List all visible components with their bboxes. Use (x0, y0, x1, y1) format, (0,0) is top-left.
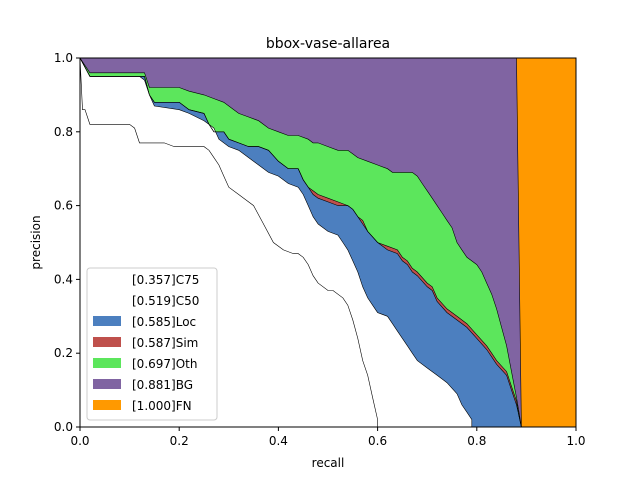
legend-label: [0.587]Sim (132, 336, 198, 350)
curve--0-357-c75 (79, 57, 378, 427)
x-tick-label: 0.6 (368, 434, 387, 448)
y-axis-ticks: 0.0 0.2 0.4 0.6 0.8 1.0 (54, 51, 80, 434)
legend-label: [0.357]C75 (132, 273, 199, 287)
x-tick-label: 0.2 (170, 434, 189, 448)
y-tick-label: 0.2 (54, 346, 73, 360)
legend-label: [0.519]C50 (132, 294, 199, 308)
curve--0-697-oth (79, 57, 522, 428)
y-tick-label: 0.8 (54, 125, 73, 139)
legend: [0.357]C75 [0.519]C50 [0.585]Loc [0.587]Sim… (86, 267, 218, 421)
x-axis-ticks: 0.0 0.2 0.4 0.6 0.8 1.0 (70, 427, 586, 448)
legend-label: [0.881]BG (132, 378, 193, 392)
x-tick-label: 0.8 (467, 434, 486, 448)
legend-label: [0.697]Oth (132, 357, 197, 371)
curve--0-585-loc (79, 57, 522, 428)
y-axis-label: precision (29, 215, 43, 269)
x-axis-label: recall (312, 456, 345, 470)
legend-label: [1.000]FN (132, 399, 192, 413)
chart-title: bbox-vase-allarea (266, 36, 390, 52)
legend-swatch (93, 337, 121, 347)
x-tick-label: 0.4 (269, 434, 288, 448)
legend-swatch (93, 379, 121, 389)
x-tick-label: 1.0 (566, 434, 585, 448)
y-tick-label: 0.6 (54, 199, 73, 213)
legend-label: [0.585]Loc (132, 315, 196, 329)
y-tick-label: 0.4 (54, 272, 73, 286)
legend-swatch (93, 274, 121, 284)
legend-swatch (93, 316, 121, 326)
plot-frame (79, 57, 577, 428)
legend-swatch (93, 295, 121, 305)
legend-swatch (93, 400, 121, 410)
y-tick-label: 1.0 (54, 51, 73, 65)
curve--0-519-c50 (79, 57, 473, 427)
x-tick-label: 0.0 (70, 434, 89, 448)
y-tick-label: 0.0 (54, 420, 73, 434)
legend-swatch (93, 358, 121, 368)
